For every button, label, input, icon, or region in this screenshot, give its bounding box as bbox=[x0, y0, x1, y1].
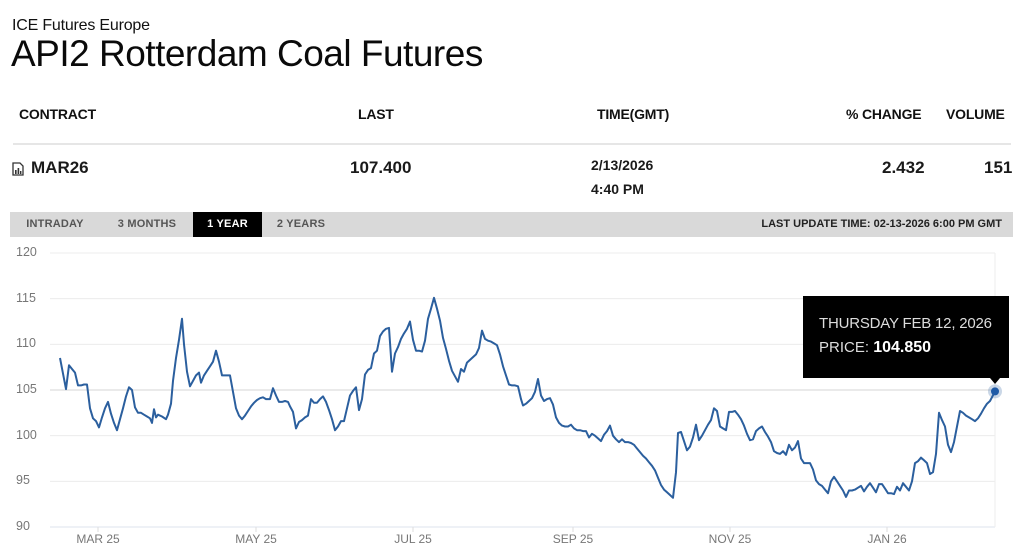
tab-2-years[interactable]: 2 YEARS bbox=[276, 218, 326, 230]
tab-1-year[interactable]: 1 YEAR bbox=[193, 212, 262, 237]
y-axis-label: 95 bbox=[16, 473, 30, 488]
y-axis-label: 120 bbox=[16, 245, 37, 259]
x-axis-label: SEP 25 bbox=[552, 532, 594, 546]
tooltip-price-value: 104.850 bbox=[873, 339, 932, 356]
chart-gridlines bbox=[50, 252, 996, 528]
x-axis-label: JUL 25 bbox=[394, 532, 432, 546]
column-header-last: LAST bbox=[358, 106, 394, 122]
document-chart-icon[interactable] bbox=[12, 162, 24, 176]
price-chart-plot[interactable] bbox=[0, 240, 1024, 554]
column-header-pct-change: % CHANGE bbox=[846, 106, 922, 122]
x-axis-ticks bbox=[97, 527, 888, 532]
volume: 151 bbox=[984, 158, 1013, 177]
y-axis-label: 90 bbox=[16, 519, 30, 533]
tooltip-price: PRICE: 104.850 bbox=[819, 339, 1009, 357]
trade-time: 4:40 PM bbox=[591, 181, 644, 197]
y-axis-label: 115 bbox=[16, 290, 36, 305]
price-chart[interactable]: 90 95 100 105 110 115 120 MAR 25 MAY 25 JUL 25 SE… bbox=[0, 240, 1024, 554]
range-tab-bar: INTRADAY 3 MONTHS 1 YEAR 2 YEARS LAST UP… bbox=[10, 212, 1013, 237]
y-axis-label: 100 bbox=[16, 427, 37, 442]
last-update-time: LAST UPDATE TIME: 02-13-2026 6:00 PM GMT bbox=[761, 218, 1002, 230]
column-header-contract: CONTRACT bbox=[19, 106, 96, 122]
tab-3-months[interactable]: 3 MONTHS bbox=[117, 218, 177, 230]
x-axis-label: JAN 26 bbox=[867, 532, 907, 546]
x-axis-label: MAY 25 bbox=[235, 532, 277, 546]
x-axis-label: NOV 25 bbox=[708, 532, 752, 546]
exchange-name: ICE Futures Europe bbox=[12, 17, 150, 34]
highlight-point-marker bbox=[991, 387, 999, 396]
x-axis-label: MAR 25 bbox=[76, 532, 120, 546]
table-divider bbox=[13, 143, 1011, 145]
tab-intraday[interactable]: INTRADAY bbox=[26, 218, 84, 230]
column-header-volume: VOLUME bbox=[946, 106, 1005, 122]
trade-date: 2/13/2026 bbox=[591, 157, 654, 173]
y-axis-label: 105 bbox=[16, 382, 37, 396]
y-axis-label: 110 bbox=[16, 336, 36, 351]
page-title: API2 Rotterdam Coal Futures bbox=[11, 33, 483, 74]
last-price: 107.400 bbox=[350, 158, 412, 177]
tooltip-price-label: PRICE: bbox=[819, 339, 870, 356]
price-line bbox=[59, 296, 996, 499]
tooltip-date: THURSDAY FEB 12, 2026 bbox=[819, 315, 992, 332]
chart-tooltip: THURSDAY FEB 12, 2026 PRICE: 104.850 bbox=[803, 296, 1009, 384]
column-header-time: TIME(GMT) bbox=[597, 106, 670, 122]
pct-change: 2.432 bbox=[882, 158, 925, 177]
contract-link[interactable]: MAR26 bbox=[31, 158, 89, 177]
